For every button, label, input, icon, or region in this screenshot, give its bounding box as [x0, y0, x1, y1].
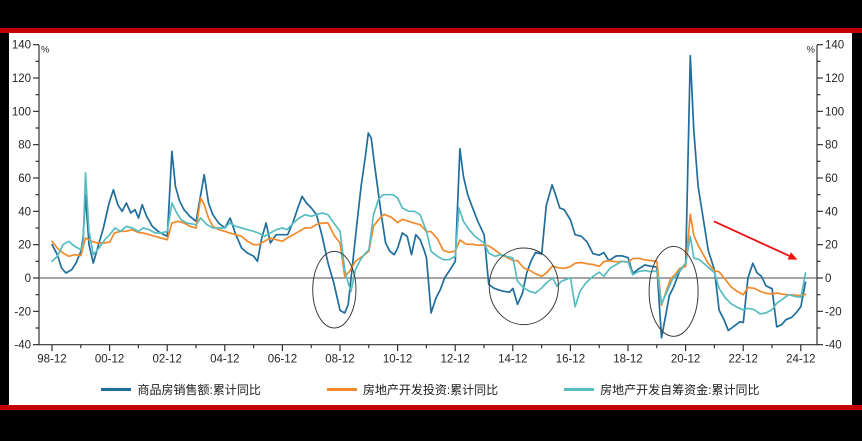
bottom-red-stripe — [0, 405, 862, 410]
y-axis-tick-label-right: 20 — [825, 240, 838, 252]
x-axis-tick-label: 24-12 — [786, 354, 815, 366]
x-axis-tick-label: 04-12 — [210, 354, 239, 366]
y-axis-tick-label-right: 80 — [825, 140, 838, 152]
legend-label-sales: 商品房销售额:累计同比 — [137, 383, 261, 397]
y-axis-tick-label-left: 140 — [12, 40, 31, 52]
legend-item-self-raised: 房地产开发自筹资金:累计同比 — [564, 381, 760, 398]
trend-arrow-shaft — [713, 220, 793, 258]
y-axis-tick-label-left: 60 — [18, 173, 31, 185]
x-axis-tick-label: 18-12 — [613, 354, 642, 366]
x-axis-tick-label: 22-12 — [728, 354, 757, 366]
series-line-2 — [51, 172, 807, 315]
x-axis-tick-label: 12-12 — [440, 354, 469, 366]
x-axis-tick-label: 20-12 — [671, 354, 700, 366]
legend-line-swatch-sales-icon — [101, 388, 132, 391]
x-axis-tick-label: 14-12 — [498, 354, 527, 366]
x-axis-tick-label: 10-12 — [383, 354, 412, 366]
y-axis-tick-label-left: 120 — [12, 73, 31, 85]
y-axis-tick-label-right: 40 — [825, 206, 838, 218]
y-axis-tick-label-left: -20 — [14, 306, 31, 318]
y-axis-tick-label-left: 80 — [18, 140, 31, 152]
legend-line-swatch-investment-icon — [326, 388, 357, 391]
top-red-stripe — [0, 28, 862, 33]
y-axis-tick-label-right: -40 — [825, 340, 842, 352]
y-axis-unit-right: % — [807, 45, 816, 56]
annotation-ellipse — [648, 245, 699, 337]
y-axis-tick-label-left: 40 — [18, 206, 31, 218]
y-axis-tick-label-right: 60 — [825, 173, 838, 185]
legend: 商品房销售额:累计同比 房地产开发投资:累计同比 房地产开发自筹资金:累计同比 — [9, 381, 852, 398]
y-axis-tick-label-right: 0 — [825, 273, 831, 285]
legend-label-self-raised: 房地产开发自筹资金:累计同比 — [600, 383, 760, 397]
x-axis-tick-label: 06-12 — [268, 354, 297, 366]
y-axis-tick-label-right: -20 — [825, 306, 842, 318]
legend-label-investment: 房地产开发投资:累计同比 — [362, 383, 499, 397]
y-axis-tick-label-right: 140 — [825, 40, 844, 52]
y-axis-tick-label-right: 120 — [825, 73, 844, 85]
trend-arrow-head-icon — [787, 252, 798, 260]
series-line-0 — [51, 54, 807, 339]
y-axis-tick-label-left: 100 — [12, 106, 31, 118]
y-axis-tick-label-left: 20 — [18, 240, 31, 252]
legend-item-investment: 房地产开发投资:累计同比 — [326, 381, 499, 398]
y-axis-tick-label-right: 100 — [825, 106, 844, 118]
annotation-ellipse — [312, 250, 357, 329]
chart-panel: 商品房销售额:累计同比 房地产开发投资:累计同比 房地产开发自筹资金:累计同比 — [9, 33, 852, 405]
legend-line-swatch-self-raised-icon — [564, 388, 595, 391]
x-axis-tick-label: 08-12 — [325, 354, 354, 366]
x-axis-tick-label: 02-12 — [152, 354, 181, 366]
y-axis-unit-left: % — [41, 45, 50, 56]
annotation-ellipse — [488, 247, 559, 326]
x-axis-tick-label: 16-12 — [556, 354, 585, 366]
x-axis-tick-label: 00-12 — [95, 354, 124, 366]
legend-item-sales: 商品房销售额:累计同比 — [101, 381, 261, 398]
y-axis-tick-label-left: 0 — [25, 273, 31, 285]
y-axis-tick-label-left: -40 — [14, 340, 31, 352]
x-axis-tick-label: 98-12 — [37, 354, 66, 366]
